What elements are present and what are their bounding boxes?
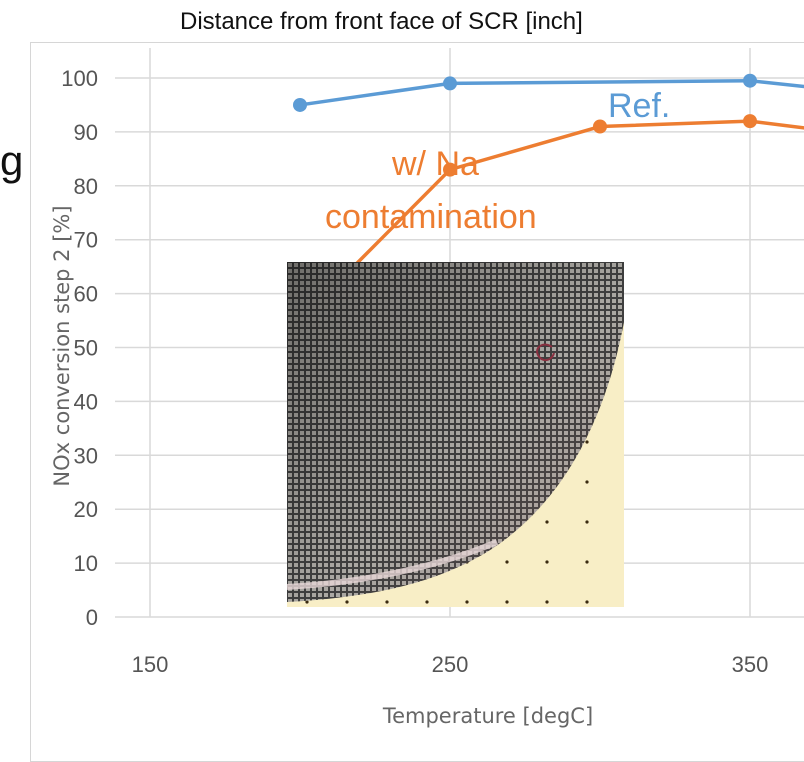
secondary-axis-title: Distance from front face of SCR [inch]	[180, 8, 583, 35]
cropped-text-fragment: g	[0, 137, 24, 184]
catalyst-face-photo-icon	[287, 262, 624, 607]
y-tick-label: 30	[74, 443, 98, 468]
y-tick-label: 10	[74, 551, 98, 576]
ref-series-label: Ref.	[608, 87, 670, 125]
y-tick-label: 40	[74, 389, 98, 414]
y-tick-label: 70	[74, 228, 98, 253]
y-tick-label: 80	[74, 174, 98, 199]
na-series-line	[298, 119, 804, 322]
ref-data-point	[743, 73, 757, 88]
y-axis-title: NOx conversion step 2 [%]	[50, 205, 74, 486]
tick-labels: 0102030405060708090100150250350450550	[61, 66, 769, 677]
na-data-point	[743, 114, 757, 129]
y-tick-label: 100	[61, 66, 98, 91]
x-tick-label: 150	[132, 652, 169, 677]
x-tick-label: 250	[432, 652, 469, 677]
ref-data-point	[293, 97, 307, 112]
y-tick-label: 50	[74, 336, 98, 361]
na-series-label-line1: w/ Na	[391, 145, 479, 183]
y-tick-label: 90	[74, 120, 98, 145]
y-tick-label: 20	[74, 497, 98, 522]
na-data-point	[443, 162, 457, 177]
y-tick-label: 0	[86, 605, 98, 630]
y-tick-label: 60	[74, 282, 98, 307]
x-axis-title: Temperature [degC]	[382, 704, 593, 728]
na-series-label-line2: contamination	[325, 198, 537, 236]
x-tick-label: 350	[732, 652, 769, 677]
ref-data-point	[443, 76, 457, 91]
catalyst-photo-inset	[287, 262, 624, 607]
na-data-point	[593, 119, 607, 134]
